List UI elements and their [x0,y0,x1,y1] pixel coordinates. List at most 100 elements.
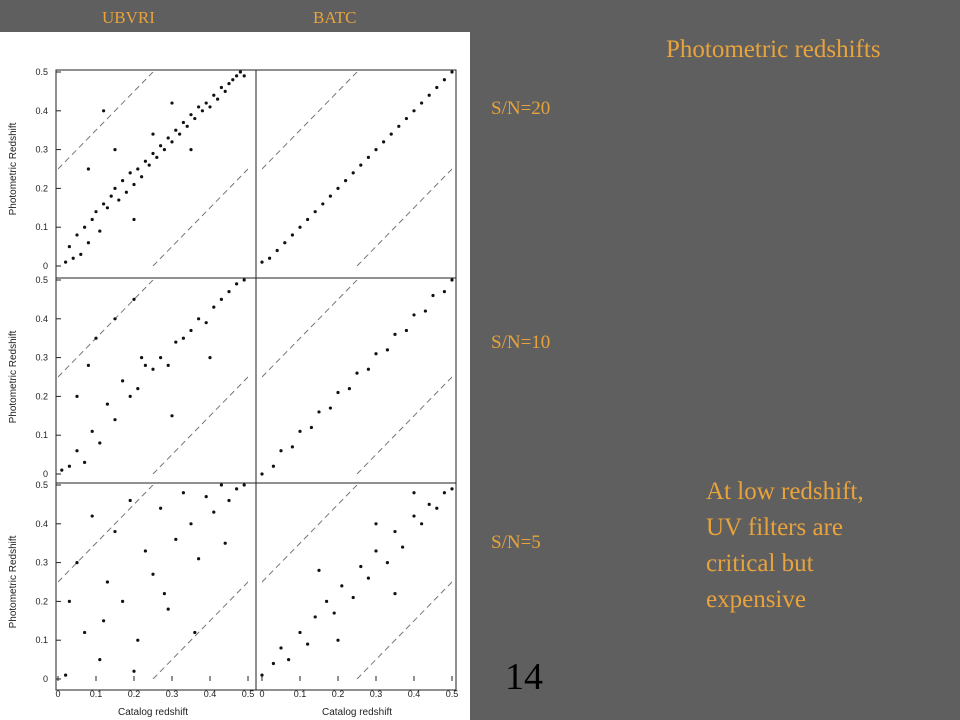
panel-sn20-ubvri-point-6 [83,225,87,229]
panel-sn20-ubvri-point-22 [143,159,147,163]
panel-sn5-batc-point-21 [435,506,439,510]
panel-sn20-ubvri-point-7 [86,241,90,245]
panel-sn20-ubvri-point-52 [170,101,174,105]
panel-sn20-ubvri-point-31 [178,132,182,136]
panel-sn20-batc-point-10 [328,194,332,198]
panel-sn20-ubvri-point-12 [105,206,109,210]
panel-sn5-ubvri-point-15 [174,537,178,541]
panel-sn10-ubvri-ytick-3: 0.3 [35,353,48,363]
panel-sn10-ubvri-point-21 [212,305,216,309]
panel-sn20-ubvri-point-10 [98,229,102,233]
panel-sn5-ubvri-ytick-4: 0.4 [35,519,48,529]
panel-sn5-ubvri-point-7 [113,529,117,534]
panel-sn10-ubvri-point-4 [83,460,87,464]
panel-sn10-ubvri-point-22 [219,297,223,301]
panel-sn10-ubvri-point-26 [94,336,98,340]
panel-sn5-ubvri-point-1 [64,673,68,677]
panel-sn5-ubvri-point-17 [189,522,193,526]
panel-sn20-ubvri-point-28 [166,136,170,140]
panel-sn20-ubvri-point-50 [113,148,117,152]
panel-sn10-ubvri-point-15 [166,363,170,367]
panel-sn20-ubvri-point-15 [117,198,121,202]
panel-sn5-batc-xtick-5: 0.5 [446,689,459,699]
panel-sn5-batc-point-14 [374,549,378,553]
panel-sn20-ubvri-ytick-0: 0 [43,261,48,271]
panel-sn5-batc-point-25 [374,522,378,526]
panel-sn5-ubvri-point-27 [132,669,136,673]
panel-sn20-ubvri-point-43 [223,89,227,93]
panel-sn5-ubvri-point-14 [166,607,170,611]
panel-sn5-batc-point-23 [450,487,454,491]
panel-sn10-batc-reference-line-2 [356,376,452,474]
panel-sn5-ubvri-point-11 [143,549,147,553]
note-line-2: UV filters are [706,514,843,541]
panel-sn10-batc-point-15 [393,332,397,336]
panel-sn10-batc-point-16 [404,328,408,333]
panel-sn5-ubvri-point-5 [98,658,102,662]
panel-sn10-batc-point-11 [355,371,359,375]
panel-sn10-ubvri-point-16 [174,340,178,344]
panel-sn20-ubvri-ytick-5: 0.5 [35,67,48,77]
panel-sn5-ubvri-point-12 [151,572,155,576]
panel-sn5-ubvri-xtick-1: 0.1 [90,689,103,699]
panel-sn5-ubvri-point-4 [90,514,94,518]
panel-sn5-ubvri-ylabel: Photometric Redshift [8,535,19,628]
panel-sn5-batc-xtick-2: 0.2 [332,689,345,699]
panel-sn5-batc-point-17 [401,545,405,549]
panel-sn5-batc-point-8 [325,599,329,604]
panel-sn5-ubvri-xtick-5: 0.5 [242,689,255,699]
panel-sn5-ubvri-ytick-2: 0.2 [35,596,48,606]
panel-sn5-batc-point-4 [287,658,291,662]
panel-sn5-ubvri-point-10 [136,638,140,642]
panel-sn20-batc-point-13 [351,171,355,175]
panel-sn5-batc-point-12 [359,564,363,569]
panel-sn20-ubvri-point-2 [67,245,71,249]
panel-sn10-batc-point-18 [423,309,427,313]
panel-sn5-batc-xtick-4: 0.4 [408,689,421,699]
panel-sn10-ubvri-point-12 [143,363,147,367]
panel-sn20-ubvri-point-13 [109,194,113,198]
panel-sn10-batc-point-8 [328,406,332,410]
panel-sn5-batc-point-9 [332,611,336,615]
panel-sn20-ubvri-point-34 [189,113,193,117]
panel-sn20-ubvri-point-3 [71,256,75,260]
panel-sn5-ubvri-point-30 [223,541,227,545]
panel-sn5-ubvri-xtick-4: 0.4 [204,689,217,699]
panel-sn20-ubvri-point-17 [124,190,128,194]
panel-sn20-ubvri-point-54 [151,132,155,136]
panel-sn20-ubvri-point-42 [219,85,223,90]
panel-sn10-ubvri-point-29 [170,414,174,418]
panel-sn10-ubvri-point-8 [113,418,117,422]
panel-sn5-batc-point-6 [306,642,310,646]
panel-sn20-ubvri-point-32 [181,120,185,125]
panel-sn20-ubvri-ytick-3: 0.3 [35,145,48,155]
panel-sn20-batc-point-9 [321,202,325,206]
panel-sn20-ubvri-reference-line-2 [152,168,248,266]
panel-sn5-ubvri-point-20 [212,510,216,514]
panel-sn20-ubvri-point-26 [159,144,163,148]
panel-sn20-ubvri-point-36 [197,105,201,109]
panel-sn20-batc-point-3 [275,248,279,253]
panel-sn20-batc-point-6 [298,225,302,229]
panel-sn20-ubvri-point-23 [147,163,151,167]
panel-sn5-ubvri-reference-line-2 [152,581,248,679]
panel-sn20-ubvri-point-47 [238,70,242,74]
panel-sn20-ubvri-point-35 [193,116,197,121]
panel-sn10-batc-point-2 [271,464,275,468]
panel-sn10-ubvri-point-11 [136,387,140,391]
panel-sn10-batc-point-5 [298,429,302,433]
panel-sn10-batc-point-9 [336,390,340,395]
panel-sn10-batc-point-13 [374,352,378,356]
panel-sn10-ubvri-point-14 [159,356,163,360]
panel-sn10-ubvri-point-9 [121,379,125,383]
panel-sn5-ubvri-point-13 [159,506,163,510]
panel-sn10-batc-point-7 [317,410,321,414]
panel-sn20-ubvri-point-14 [113,186,117,190]
panel-sn10-ubvri-ytick-0: 0 [43,469,48,479]
panel-sn20-batc-point-22 [420,101,424,105]
panel-sn20-batc-point-15 [366,155,370,159]
panel-sn20-batc-point-2 [268,256,272,260]
panel-sn5-ubvri-point-24 [242,483,246,487]
panel-sn20-ubvri-point-16 [121,179,125,183]
panel-sn10-ubvri-point-31 [140,356,144,360]
